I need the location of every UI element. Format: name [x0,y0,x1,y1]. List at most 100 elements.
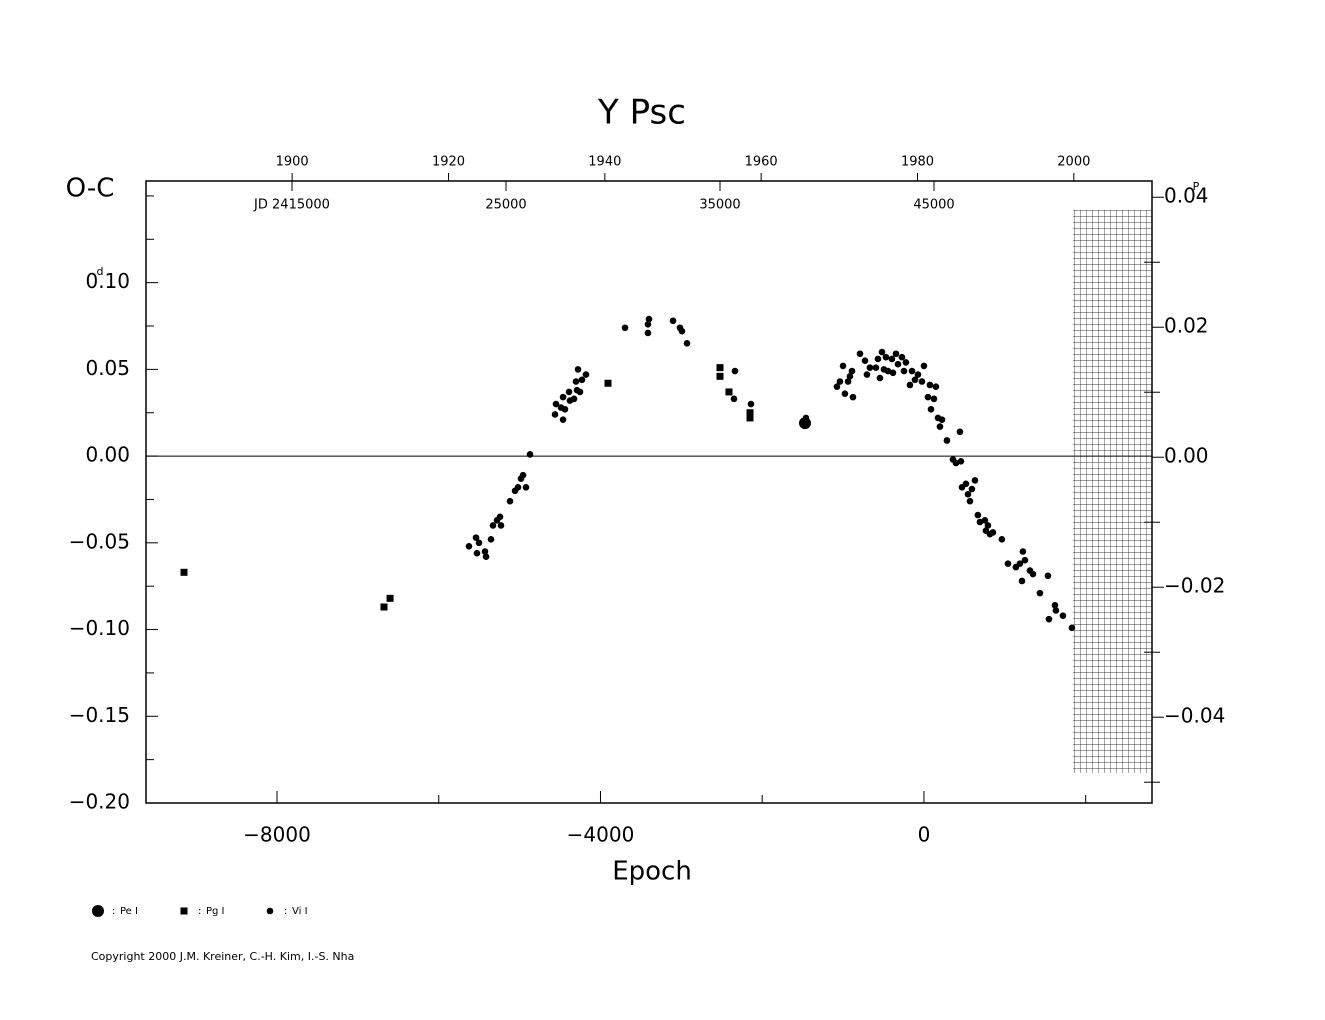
point [863,371,871,378]
point [1021,556,1029,564]
point [645,315,653,323]
legend-label: Vi I [292,906,308,917]
point [1068,624,1076,632]
point [927,405,935,413]
point [1059,612,1067,619]
point [565,388,573,396]
point [932,383,940,391]
point [900,367,908,375]
year-tick-label: 1960 [745,155,778,170]
point [878,348,886,356]
point [848,367,856,375]
year-tick-label: 1980 [901,155,934,170]
point [669,317,677,325]
point [989,529,997,536]
year-tick-label: 2000 [1057,155,1090,170]
point [1045,615,1053,623]
jd-tick-label: 35000 [699,198,740,213]
x-tick-label: 0 [918,823,931,847]
point [473,549,481,557]
point [716,364,724,372]
point [746,414,754,422]
point [574,366,582,373]
y2-tick-label: −0.02 [1164,574,1225,598]
point [730,395,738,403]
point [465,542,473,550]
point [938,416,946,423]
point [849,393,857,401]
point [962,480,970,488]
point [920,362,928,370]
y-tick-label: 0.00 [85,443,130,467]
y-tick-label: −0.20 [69,790,130,814]
point [981,516,989,524]
point [678,327,686,335]
y-tick-label: 0.10 [85,269,130,293]
y2-tick-label: 0.04 [1164,184,1209,208]
point [888,355,896,363]
legend-separator: : [112,906,115,917]
point [902,359,910,366]
point [906,381,914,389]
point [841,390,849,397]
point [644,320,652,328]
x-axis-label: Epoch [612,857,692,887]
point [802,414,810,422]
point [924,393,932,401]
legend-marker [92,905,104,917]
y-tick-label: −0.15 [69,703,130,727]
point [496,513,504,521]
point [966,497,974,505]
point [497,522,505,529]
point [936,423,944,430]
point [481,548,489,555]
point [866,364,874,371]
point [876,374,884,382]
point [526,451,534,458]
point [552,400,560,408]
legend-separator: : [284,906,287,917]
point [572,378,580,385]
legend-label: Pg I [206,906,225,917]
y2-tick-label: 0.00 [1164,444,1209,468]
point [506,497,514,505]
point [514,484,522,491]
y-tick-label: −0.10 [69,616,130,640]
point [621,324,629,332]
point [856,350,864,358]
point [926,381,934,389]
x-tick-label: −8000 [243,823,311,847]
point [894,360,902,368]
year-tick-label: 1920 [432,155,465,170]
x-tick-label: −4000 [567,823,635,847]
point [889,369,897,377]
point [839,362,847,370]
chart-title: Y Psc [597,93,686,133]
point [482,553,490,560]
y-unit: d [97,265,104,278]
year-tick-label: 1940 [588,155,621,170]
point [475,539,483,547]
jd-tick-label: 45000 [913,198,954,213]
point [908,367,916,375]
y-tick-label: −0.05 [69,529,130,553]
point [846,373,854,380]
point [644,329,652,337]
point [716,372,724,380]
point [1051,601,1059,609]
legend-label: Pe I [120,906,138,917]
point [976,518,984,526]
point [1029,570,1037,578]
point [570,395,578,403]
y2-unit: P [1193,180,1200,193]
point [747,400,755,408]
point [914,371,922,378]
jd-tick-label: JD 2415000 [253,198,330,213]
point [487,536,495,543]
point [725,388,733,396]
point [578,376,586,384]
point [551,411,559,418]
point [968,485,976,493]
point [1044,572,1052,580]
